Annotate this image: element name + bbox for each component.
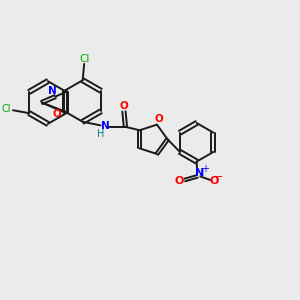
Text: O: O: [209, 176, 219, 186]
Text: −: −: [214, 172, 223, 182]
Text: N: N: [195, 169, 204, 178]
Text: N: N: [101, 121, 110, 131]
Text: +: +: [201, 164, 209, 174]
Text: O: O: [154, 114, 163, 124]
Text: O: O: [52, 109, 61, 119]
Text: N: N: [49, 86, 57, 96]
Text: O: O: [120, 101, 128, 111]
Text: O: O: [175, 176, 184, 186]
Text: Cl: Cl: [2, 104, 11, 114]
Text: H: H: [98, 129, 105, 139]
Text: Cl: Cl: [79, 54, 89, 64]
